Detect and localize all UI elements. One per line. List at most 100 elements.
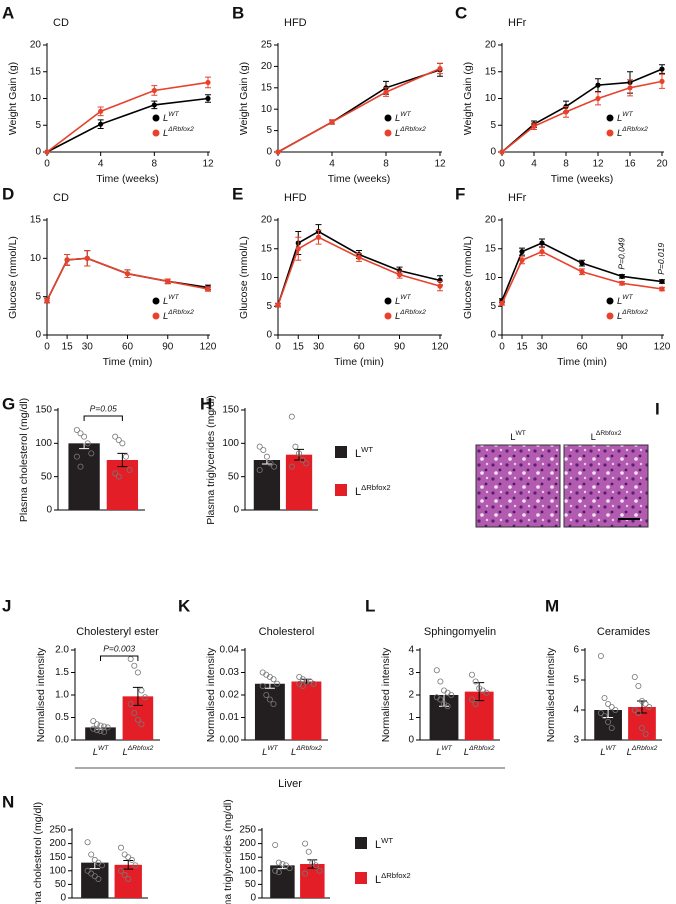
y-tick-label: 5: [490, 120, 496, 131]
panel-letter: H: [200, 394, 212, 413]
y-tick-label: 10: [30, 93, 42, 104]
data-point: [88, 450, 95, 457]
data-point: [131, 710, 138, 717]
series-line: [46, 257, 209, 301]
label-text: LWT: [163, 111, 180, 124]
label-superscript: ΔRbfox2: [167, 309, 194, 316]
label-text: LΔRbfox2: [291, 745, 322, 758]
data-point: [275, 869, 282, 876]
label-text: LWT: [262, 745, 279, 758]
panel-title: HFD: [284, 17, 307, 29]
data-point: [437, 696, 444, 703]
data-point: [601, 695, 608, 702]
y-tick-label: 150: [222, 405, 239, 416]
y-tick-label: 6: [573, 645, 579, 656]
data-point: [627, 85, 633, 91]
data-point: [579, 260, 585, 266]
x-tick-label: 4: [329, 159, 335, 170]
label-text: LWT: [600, 745, 617, 758]
label-superscript: ΔRbfox2: [361, 483, 391, 492]
x-tick-label: 60: [122, 342, 134, 353]
significance-bracket: [100, 655, 139, 661]
x-tick-label: 15: [293, 342, 305, 353]
label-superscript: WT: [168, 294, 179, 301]
data-point: [396, 268, 403, 274]
data-point: [127, 656, 134, 663]
data-point: [98, 108, 104, 114]
x-tick-label: 60: [576, 342, 588, 353]
data-point: [274, 680, 281, 687]
panel-letter: K: [178, 596, 191, 615]
data-point: [205, 79, 211, 86]
y-tick-label: 250: [239, 825, 256, 836]
data-point: [256, 466, 263, 473]
y-tick-label: 100: [49, 865, 66, 876]
data-point: [138, 721, 145, 728]
y-axis-label: Normalised intensity: [35, 647, 47, 742]
data-point: [642, 731, 649, 738]
label-base: L: [163, 128, 168, 139]
label-base: L: [375, 839, 381, 851]
bar: [106, 460, 139, 510]
data-point: [659, 278, 665, 285]
data-point: [77, 430, 84, 437]
y-tick-label: 3: [573, 735, 579, 746]
data-point: [595, 95, 601, 102]
annotation: P=0.049: [616, 237, 626, 269]
label-base: L: [395, 113, 400, 124]
data-point: [165, 278, 171, 284]
data-point: [608, 725, 615, 732]
y-tick-label: 0.00: [220, 735, 240, 746]
data-point: [605, 701, 612, 708]
data-point: [272, 841, 279, 848]
y-tick-label: 5: [573, 675, 579, 686]
x-tick-label: 30: [536, 342, 548, 353]
data-point: [396, 272, 403, 278]
label-superscript: WT: [622, 294, 633, 301]
data-point: [303, 460, 310, 467]
series-line: [501, 68, 663, 153]
data-point: [134, 716, 141, 723]
data-point: [302, 870, 309, 877]
error-bar: [123, 859, 134, 870]
y-tick-label: 5: [490, 301, 496, 312]
error-bar: [79, 437, 90, 450]
y-tick-label: 0: [60, 893, 66, 904]
panel-title: HFD: [284, 192, 307, 204]
data-point: [448, 692, 455, 699]
x-tick-label: 4: [531, 159, 537, 170]
x-axis-label: Time (min): [557, 356, 607, 368]
data-point: [295, 246, 301, 252]
y-tick-label: 0.5: [55, 712, 69, 723]
data-point: [619, 273, 625, 279]
y-axis-label: Weight Gain (g): [238, 62, 250, 135]
data-point: [84, 839, 91, 846]
label-text: LWT: [617, 111, 634, 124]
data-point: [99, 862, 106, 869]
label-base: L: [123, 747, 128, 758]
x-tick-label: 90: [394, 342, 406, 353]
data-point: [132, 862, 139, 869]
y-tick-label: 150: [239, 852, 256, 863]
label-text: LΔRbfox2: [355, 483, 391, 498]
label-text: LWT: [395, 294, 412, 307]
series-line: [501, 242, 663, 301]
x-tick-label: 0: [499, 159, 505, 170]
data-point: [131, 662, 138, 669]
panel-letter: L: [365, 596, 375, 615]
label-text: LΔRbfox2: [163, 126, 194, 139]
label-text: LΔRbfox2: [464, 745, 495, 758]
data-point: [115, 436, 122, 443]
data-point: [619, 280, 625, 286]
y-tick-label: 20: [485, 215, 497, 226]
data-point: [263, 692, 270, 699]
legend-swatch: [335, 446, 347, 458]
error-bar: [474, 682, 485, 702]
y-tick-label: 25: [261, 40, 273, 51]
data-point: [305, 848, 312, 855]
data-point: [115, 473, 122, 480]
data-point: [437, 65, 443, 72]
y-tick-label: 20: [485, 40, 497, 51]
label-base: L: [93, 747, 98, 758]
y-tick-label: 200: [49, 838, 66, 849]
